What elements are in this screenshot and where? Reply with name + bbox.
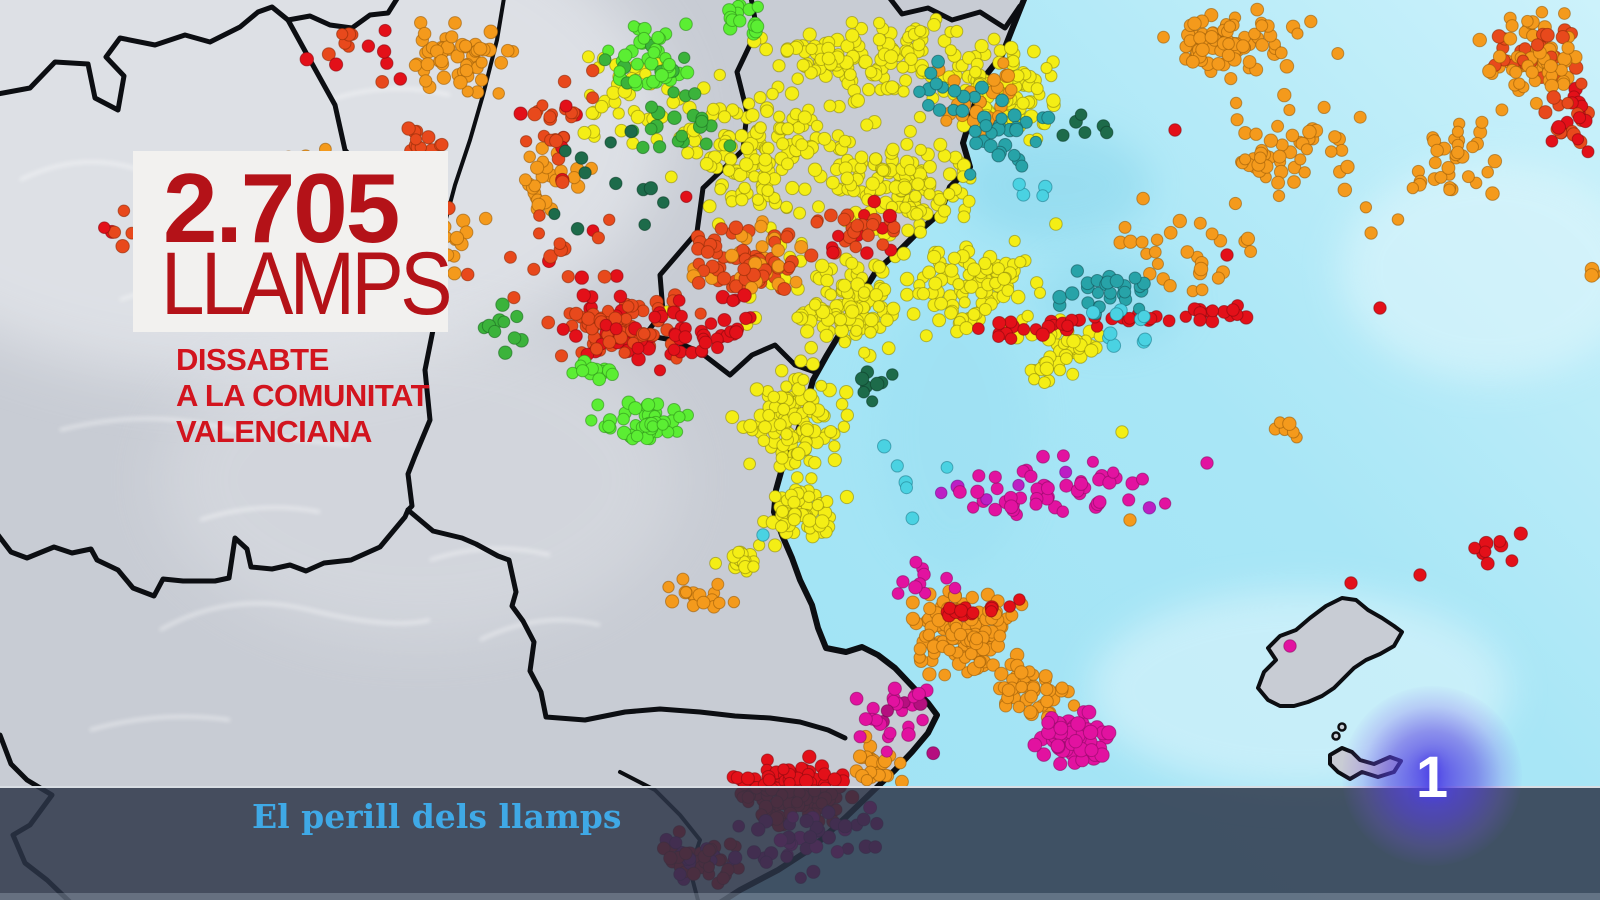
logo-number: 1 — [1415, 745, 1449, 810]
subtitle-line-1: DISSABTE — [176, 342, 329, 377]
headline-count: 2.705 — [163, 153, 400, 263]
subtitle-line-3: VALENCIANA — [176, 414, 372, 449]
headline-subtitle: DISSABTE A LA COMUNITAT VALENCIANA — [176, 342, 430, 450]
ticker-text: El perill dels llamps — [252, 797, 622, 836]
ticker-bar: El perill dels llamps — [0, 786, 1600, 900]
channel-logo: 1 — [1342, 686, 1522, 866]
headline-unit: LLAMPS — [161, 233, 452, 333]
logo-glow — [1342, 686, 1522, 866]
subtitle-line-2: A LA COMUNITAT — [176, 378, 430, 413]
headline-box: 2.705 LLAMPS — [133, 151, 452, 333]
ticker-bar-bottom-strip — [0, 893, 1600, 900]
